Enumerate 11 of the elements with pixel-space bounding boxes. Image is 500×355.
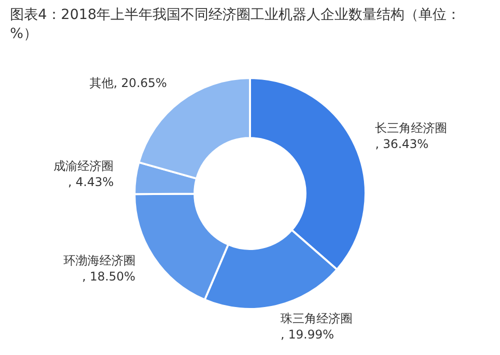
chart-title: 图表4：2018年上半年我国不同经济圈工业机器人企业数量结构（单位：%） [10, 6, 462, 44]
data-label: , 18.50% [82, 270, 136, 284]
slice-label: 成渝经济圈 [54, 159, 114, 174]
data-label: , 19.99% [280, 328, 334, 342]
slice-label: 珠三角经济圈 [280, 312, 353, 326]
slice-label: 环渤海经济圈 [63, 254, 136, 268]
data-label: , 36.43% [375, 136, 429, 151]
data-label: , 4.43% [68, 175, 114, 190]
data-label: , 20.65% [114, 76, 167, 90]
slice-label: 其他 [90, 76, 114, 90]
slice-label: 长三角经济圈 [375, 120, 448, 135]
